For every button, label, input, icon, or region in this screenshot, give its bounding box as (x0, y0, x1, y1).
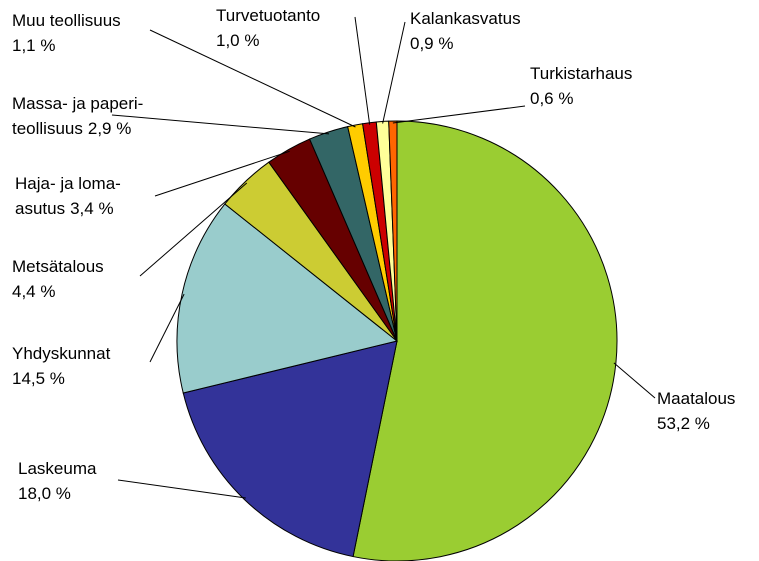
slice-label: Laskeuma (18, 459, 97, 478)
slice-label: Turkistarhaus (530, 64, 632, 83)
value-label: 14,5 % (12, 369, 65, 388)
leaders (111, 16, 656, 499)
slice-label: Metsätalous (12, 257, 104, 276)
slice-label: Kalankasvatus (410, 9, 521, 28)
slice-label: Massa- ja paperi-teollisuus (12, 94, 143, 138)
label-line: Kalankasvatus (410, 9, 521, 28)
leader-line (154, 150, 290, 197)
slice-label: Muu teollisuus (12, 11, 121, 30)
value-label: 18,0 % (18, 484, 71, 503)
pie-slice (176, 203, 399, 394)
value-label: 0,9 % (410, 34, 453, 53)
leader-line (117, 479, 246, 499)
value-label: 1,1 % (12, 36, 55, 55)
label-line: Haja- ja loma- (15, 174, 121, 193)
label-line: Muu teollisuus (12, 11, 121, 30)
label-line: asutus (15, 199, 65, 218)
slice-label: Haja- ja loma-asutus (15, 174, 121, 218)
label-line: Maatalous (657, 389, 735, 408)
leader-line (149, 293, 185, 363)
leader-line (613, 362, 656, 399)
value-label: 0,6 % (530, 89, 573, 108)
pie-slice (352, 120, 618, 561)
value-label: 1,0 % (216, 31, 259, 50)
slice-label: Yhdyskunnat (12, 344, 111, 363)
slice-label: Turvetuotanto (216, 6, 320, 25)
label-line: Laskeuma (18, 459, 97, 478)
value-label: 2,9 % (88, 119, 131, 138)
leader-line (354, 16, 371, 125)
leader-line (149, 29, 356, 128)
value-label: 3,4 % (70, 199, 113, 218)
leader-line (111, 114, 330, 135)
label-line: Metsätalous (12, 257, 104, 276)
label-line: Turkistarhaus (530, 64, 632, 83)
label-line: Turvetuotanto (216, 6, 320, 25)
leader-line (139, 182, 248, 277)
leader-line (382, 21, 406, 124)
value-label: 53,2 % (657, 414, 710, 433)
label-line: teollisuus (12, 119, 83, 138)
slices (176, 120, 618, 561)
slice-label: Maatalous (657, 389, 735, 408)
label-line: Massa- ja paperi- (12, 94, 143, 113)
value-label: 4,4 % (12, 282, 55, 301)
pie-slice (182, 340, 398, 558)
pie-slice (388, 120, 398, 342)
leader-line (392, 105, 526, 124)
label-line: Yhdyskunnat (12, 344, 111, 363)
